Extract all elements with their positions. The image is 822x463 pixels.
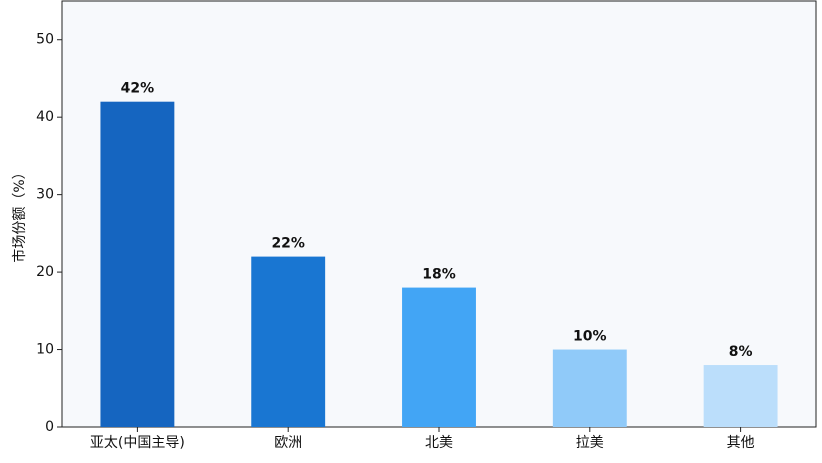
value-label: 42% <box>121 81 155 97</box>
x-tick-label: 北美 <box>425 435 453 451</box>
y-tick-label: 40 <box>36 109 54 125</box>
x-tick-label: 亚太(中国主导) <box>90 435 185 451</box>
bar <box>100 101 175 427</box>
y-tick-label: 50 <box>36 32 54 48</box>
y-tick-label: 0 <box>45 419 54 435</box>
value-label: 18% <box>422 267 456 283</box>
bar <box>703 365 778 427</box>
bar <box>251 256 326 427</box>
x-tick-label: 欧洲 <box>274 435 302 451</box>
x-tick-label: 其他 <box>727 435 755 451</box>
value-label: 22% <box>271 236 305 252</box>
y-axis-label: 市场份额（%） <box>11 165 28 262</box>
y-tick-label: 10 <box>36 342 54 358</box>
y-tick-label: 20 <box>36 264 54 280</box>
y-tick-label: 30 <box>36 187 54 203</box>
value-label: 10% <box>573 329 607 345</box>
bar <box>552 349 627 427</box>
x-tick-label: 拉美 <box>576 435 604 451</box>
bar <box>402 287 476 427</box>
value-label: 8% <box>729 344 753 360</box>
